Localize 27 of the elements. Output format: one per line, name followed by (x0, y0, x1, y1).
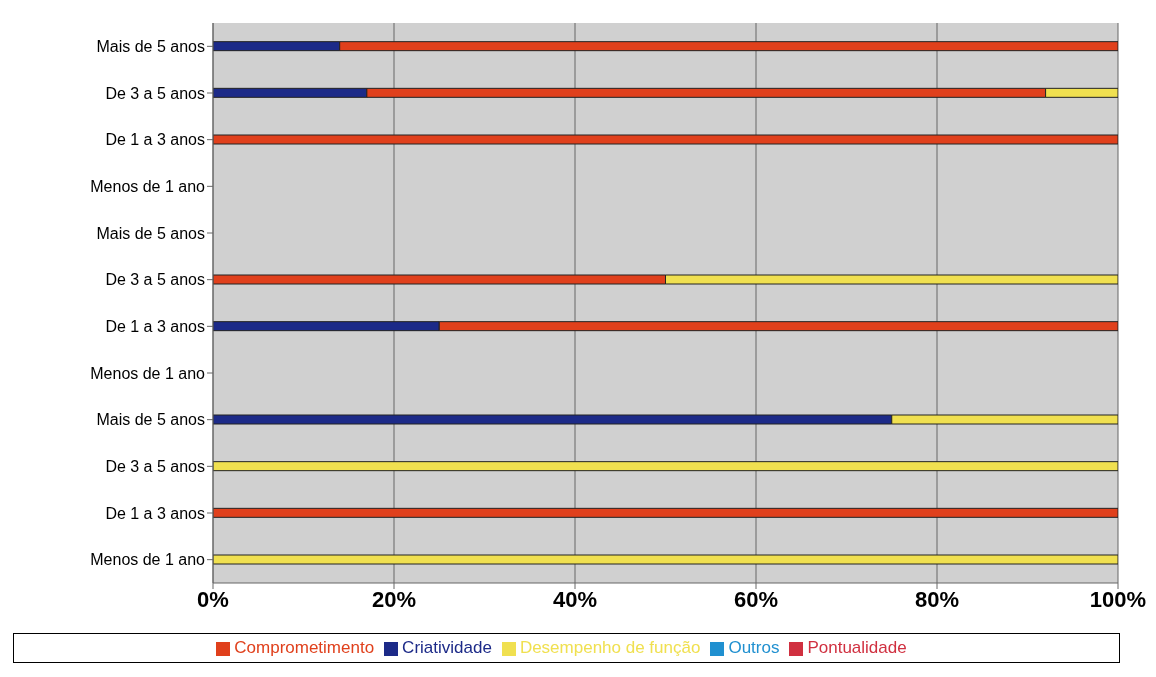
bar (213, 134, 1118, 145)
legend-label: Pontualidade (807, 638, 907, 657)
y-tick-label: Menos de 1 ano (90, 178, 206, 196)
y-tick-label: Menos de 1 ano (90, 364, 206, 382)
x-tick-label: 40% (552, 586, 598, 612)
y-tick-label: Menos de 1 ano (90, 551, 206, 569)
y-tick-label: Mais de 5 anos (96, 224, 205, 242)
y-tick-label: De 1 a 3 anos (105, 131, 205, 149)
bar (213, 507, 1118, 518)
legend-label: Criatividade (402, 638, 492, 657)
x-tick-label: 20% (371, 586, 417, 612)
x-tick-label: 100% (1089, 586, 1147, 612)
bar (213, 554, 1118, 565)
legend-label: Outros (728, 638, 780, 657)
y-tick-label: De 3 a 5 anos (105, 458, 205, 476)
legend-label: Comprometimento (234, 638, 375, 657)
x-tick-label: 80% (914, 586, 960, 612)
legend-label: Desempenho de função (519, 638, 701, 657)
x-tick-label: 60% (733, 586, 779, 612)
y-tick-label: De 1 a 3 anos (105, 504, 205, 522)
y-tick-label: De 1 a 3 anos (105, 318, 205, 336)
y-tick-label: Mais de 5 anos (96, 411, 205, 429)
y-tick-label: De 3 a 5 anos (105, 271, 205, 289)
y-tick-label: De 3 a 5 anos (105, 84, 205, 102)
x-tick-label: 0% (197, 586, 229, 612)
y-tick-label: Mais de 5 anos (96, 38, 205, 56)
bar (213, 461, 1118, 472)
